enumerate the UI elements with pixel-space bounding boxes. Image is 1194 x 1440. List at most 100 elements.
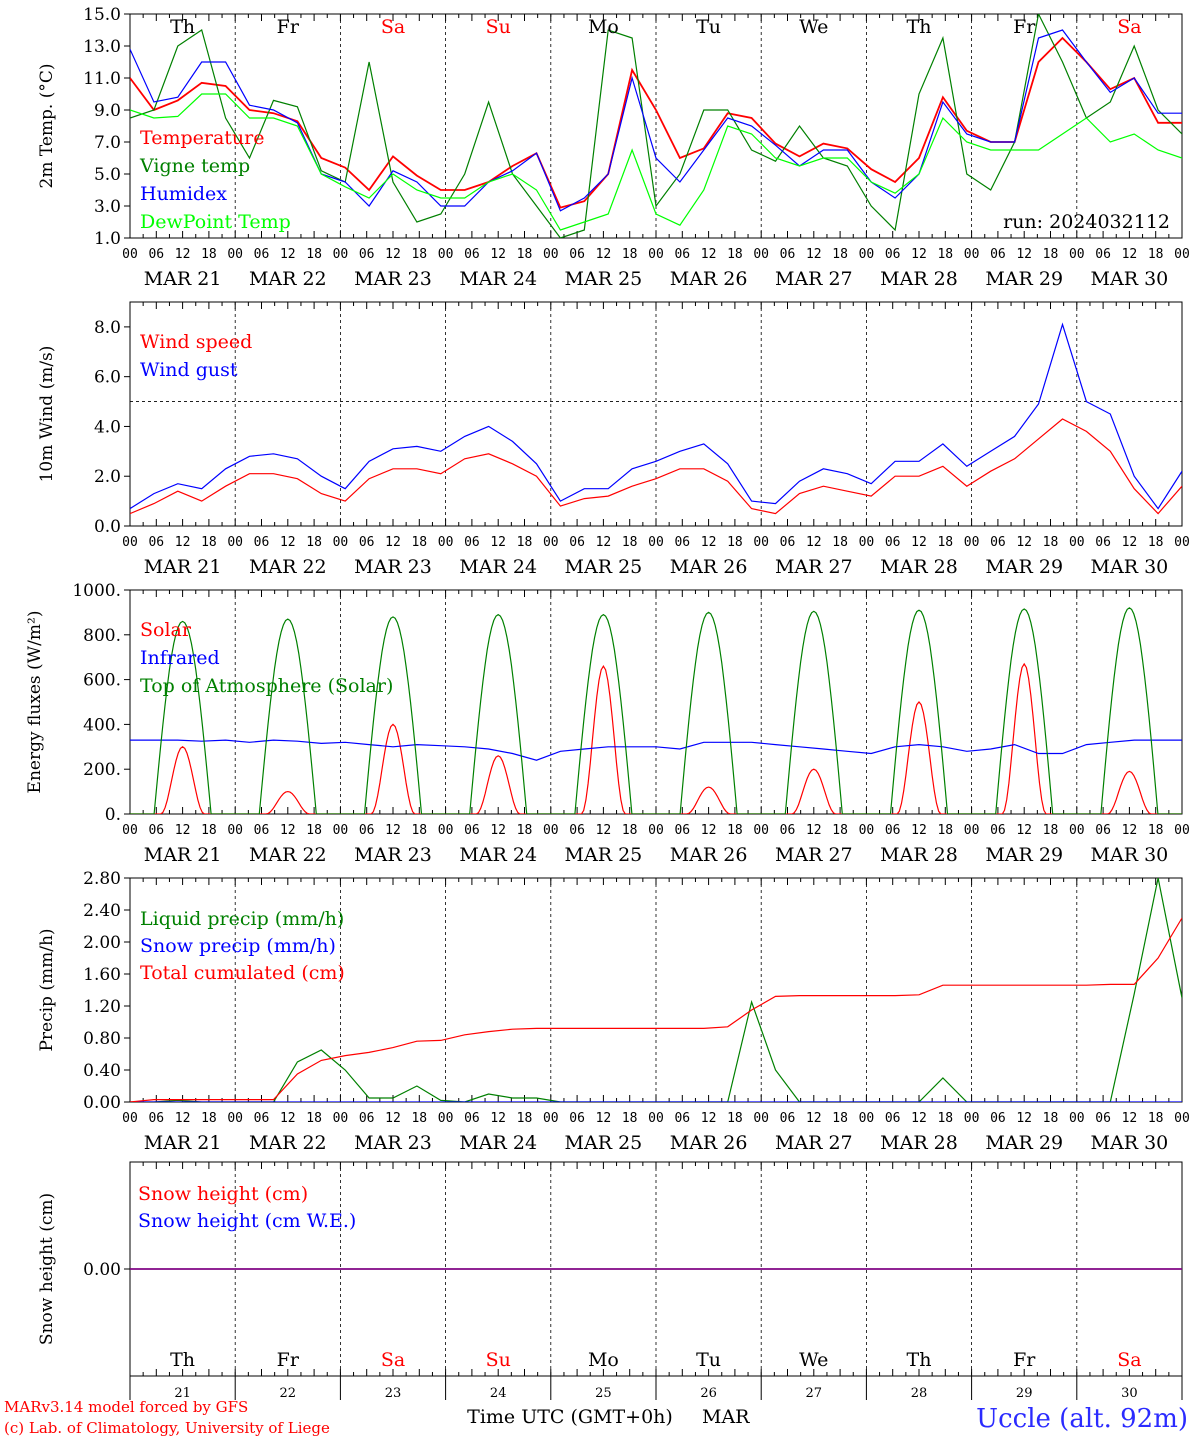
x-hour-label: 00 <box>333 247 349 262</box>
y-tick-label: 15.0 <box>83 5 121 25</box>
series-group <box>130 607 1182 814</box>
x-hour-label: 12 <box>911 823 927 838</box>
x-date-label: MAR 22 <box>249 1132 327 1154</box>
x-hour-label: 06 <box>674 535 690 550</box>
day-number-label: 26 <box>700 1386 717 1401</box>
x-hour-label: 00 <box>964 247 980 262</box>
day-number-label: 23 <box>385 1386 402 1401</box>
y-tick-label: 0. <box>105 805 121 825</box>
x-hour-label: 06 <box>254 535 270 550</box>
x-hour-label: 18 <box>517 535 533 550</box>
legend-entry: Wind gust <box>140 359 238 381</box>
panel-temperature: 1.0 3.0 5.0 7.0 9.0 11.0 13.0 15.0 2m Temp. (°C)… <box>37 5 1190 290</box>
x-hour-label: 00 <box>964 823 980 838</box>
x-hour-label: 06 <box>359 535 375 550</box>
y-tick-label: 5.0 <box>94 165 121 185</box>
y-tick-label: 600. <box>83 671 121 691</box>
y-tick-label: 11.0 <box>83 69 121 89</box>
x-hour-label: 12 <box>280 535 296 550</box>
x-hour-label: 06 <box>780 1111 796 1126</box>
x-hour-label: 00 <box>227 247 243 262</box>
x-hour-label: 12 <box>385 247 401 262</box>
x-hour-label: 06 <box>254 823 270 838</box>
x-date-label: MAR 28 <box>880 1132 958 1154</box>
legend-entry: Solar <box>140 619 192 641</box>
x-hour-label: 18 <box>1043 823 1059 838</box>
x-hour-label: 18 <box>411 1111 427 1126</box>
legend-entry: Top of Atmosphere (Solar) <box>140 675 393 697</box>
panel-snow: 0.00 Snow height (cm) Snow height (cm) Snow… <box>37 1161 1183 1401</box>
run-label: run: 2024032112 <box>1003 211 1170 233</box>
x-hour-label: 12 <box>596 1111 612 1126</box>
x-hour-label: 06 <box>1095 535 1111 550</box>
x-hour-label: 06 <box>990 1111 1006 1126</box>
x-hour-label: 00 <box>859 247 875 262</box>
x-hour-label: 06 <box>359 247 375 262</box>
y-tick-label: 9.0 <box>94 101 121 121</box>
panels-layer: 1.0 3.0 5.0 7.0 9.0 11.0 13.0 15.0 2m Temp. (°C)… <box>25 5 1190 1401</box>
x-date-label: MAR 24 <box>459 844 537 866</box>
x-axis-label: Time UTC (GMT+0h) <box>467 1406 673 1428</box>
x-hour-label: 06 <box>148 1111 164 1126</box>
x-hour-label: 00 <box>1174 535 1190 550</box>
x-hour-label: 00 <box>648 535 664 550</box>
series-group <box>130 14 1182 238</box>
x-hour-label: 18 <box>201 247 217 262</box>
x-hour-label: 00 <box>1069 823 1085 838</box>
series-group <box>130 322 1182 515</box>
x-hour-label: 12 <box>175 1111 191 1126</box>
x-hour-label: 06 <box>254 1111 270 1126</box>
day-number-label: 22 <box>280 1386 297 1401</box>
x-hour-label: 12 <box>490 535 506 550</box>
weekday-label: Su <box>486 1349 511 1371</box>
x-hour-label: 18 <box>1148 1111 1164 1126</box>
x-hour-label: 06 <box>569 535 585 550</box>
x-hour-label: 12 <box>806 823 822 838</box>
series-line <box>130 418 1182 515</box>
x-hour-label: 00 <box>543 823 559 838</box>
y-tick-label: 400. <box>83 715 121 735</box>
x-hour-label: 18 <box>517 823 533 838</box>
x-date-label: MAR 21 <box>144 1132 222 1154</box>
x-hour-label: 06 <box>148 535 164 550</box>
y-tick-label: 1000. <box>72 581 121 601</box>
x-hour-label: 06 <box>569 823 585 838</box>
panel-precip: 0.00 0.40 0.80 1.20 1.60 2.00 2.40 2.80 Precip (… <box>37 869 1190 1154</box>
y-tick-label: 2.80 <box>83 869 121 889</box>
x-hour-label: 00 <box>648 247 664 262</box>
x-hour-label: 06 <box>1095 823 1111 838</box>
legend-entry: DewPoint Temp <box>140 211 291 233</box>
panel-frame <box>129 301 1183 527</box>
x-hour-label: 18 <box>727 1111 743 1126</box>
x-date-label: MAR 21 <box>144 268 222 290</box>
x-hour-label: 18 <box>622 823 638 838</box>
x-hour-label: 12 <box>385 1111 401 1126</box>
x-hour-label: 06 <box>464 535 480 550</box>
x-date-label: MAR 26 <box>670 844 748 866</box>
x-hour-label: 12 <box>1122 247 1138 262</box>
x-hour-label: 18 <box>201 823 217 838</box>
y-tick-label: 3.0 <box>94 197 121 217</box>
x-hour-label: 12 <box>911 247 927 262</box>
day-number-label: 25 <box>595 1386 612 1401</box>
x-hour-label: 12 <box>175 535 191 550</box>
y-tick-label: 0.00 <box>83 1260 121 1280</box>
x-hour-label: 12 <box>911 535 927 550</box>
x-hour-label: 18 <box>306 247 322 262</box>
y-tick-label: 200. <box>83 760 121 780</box>
x-hour-label: 12 <box>1016 1111 1032 1126</box>
y-tick-label: 0.80 <box>83 1029 121 1049</box>
x-hour-label: 18 <box>306 535 322 550</box>
x-hour-label: 00 <box>543 535 559 550</box>
x-hour-label: 18 <box>411 247 427 262</box>
series-line <box>130 917 1182 1102</box>
x-hour-label: 18 <box>937 1111 953 1126</box>
x-hour-label: 00 <box>333 823 349 838</box>
x-hour-label: 06 <box>990 823 1006 838</box>
x-hour-label: 18 <box>1148 247 1164 262</box>
y-tick-label: 2.0 <box>94 467 121 487</box>
x-hour-label: 00 <box>1069 247 1085 262</box>
x-date-label: MAR 22 <box>249 556 327 578</box>
series-line <box>130 14 1182 238</box>
weekday-label: Sa <box>1117 1349 1141 1371</box>
